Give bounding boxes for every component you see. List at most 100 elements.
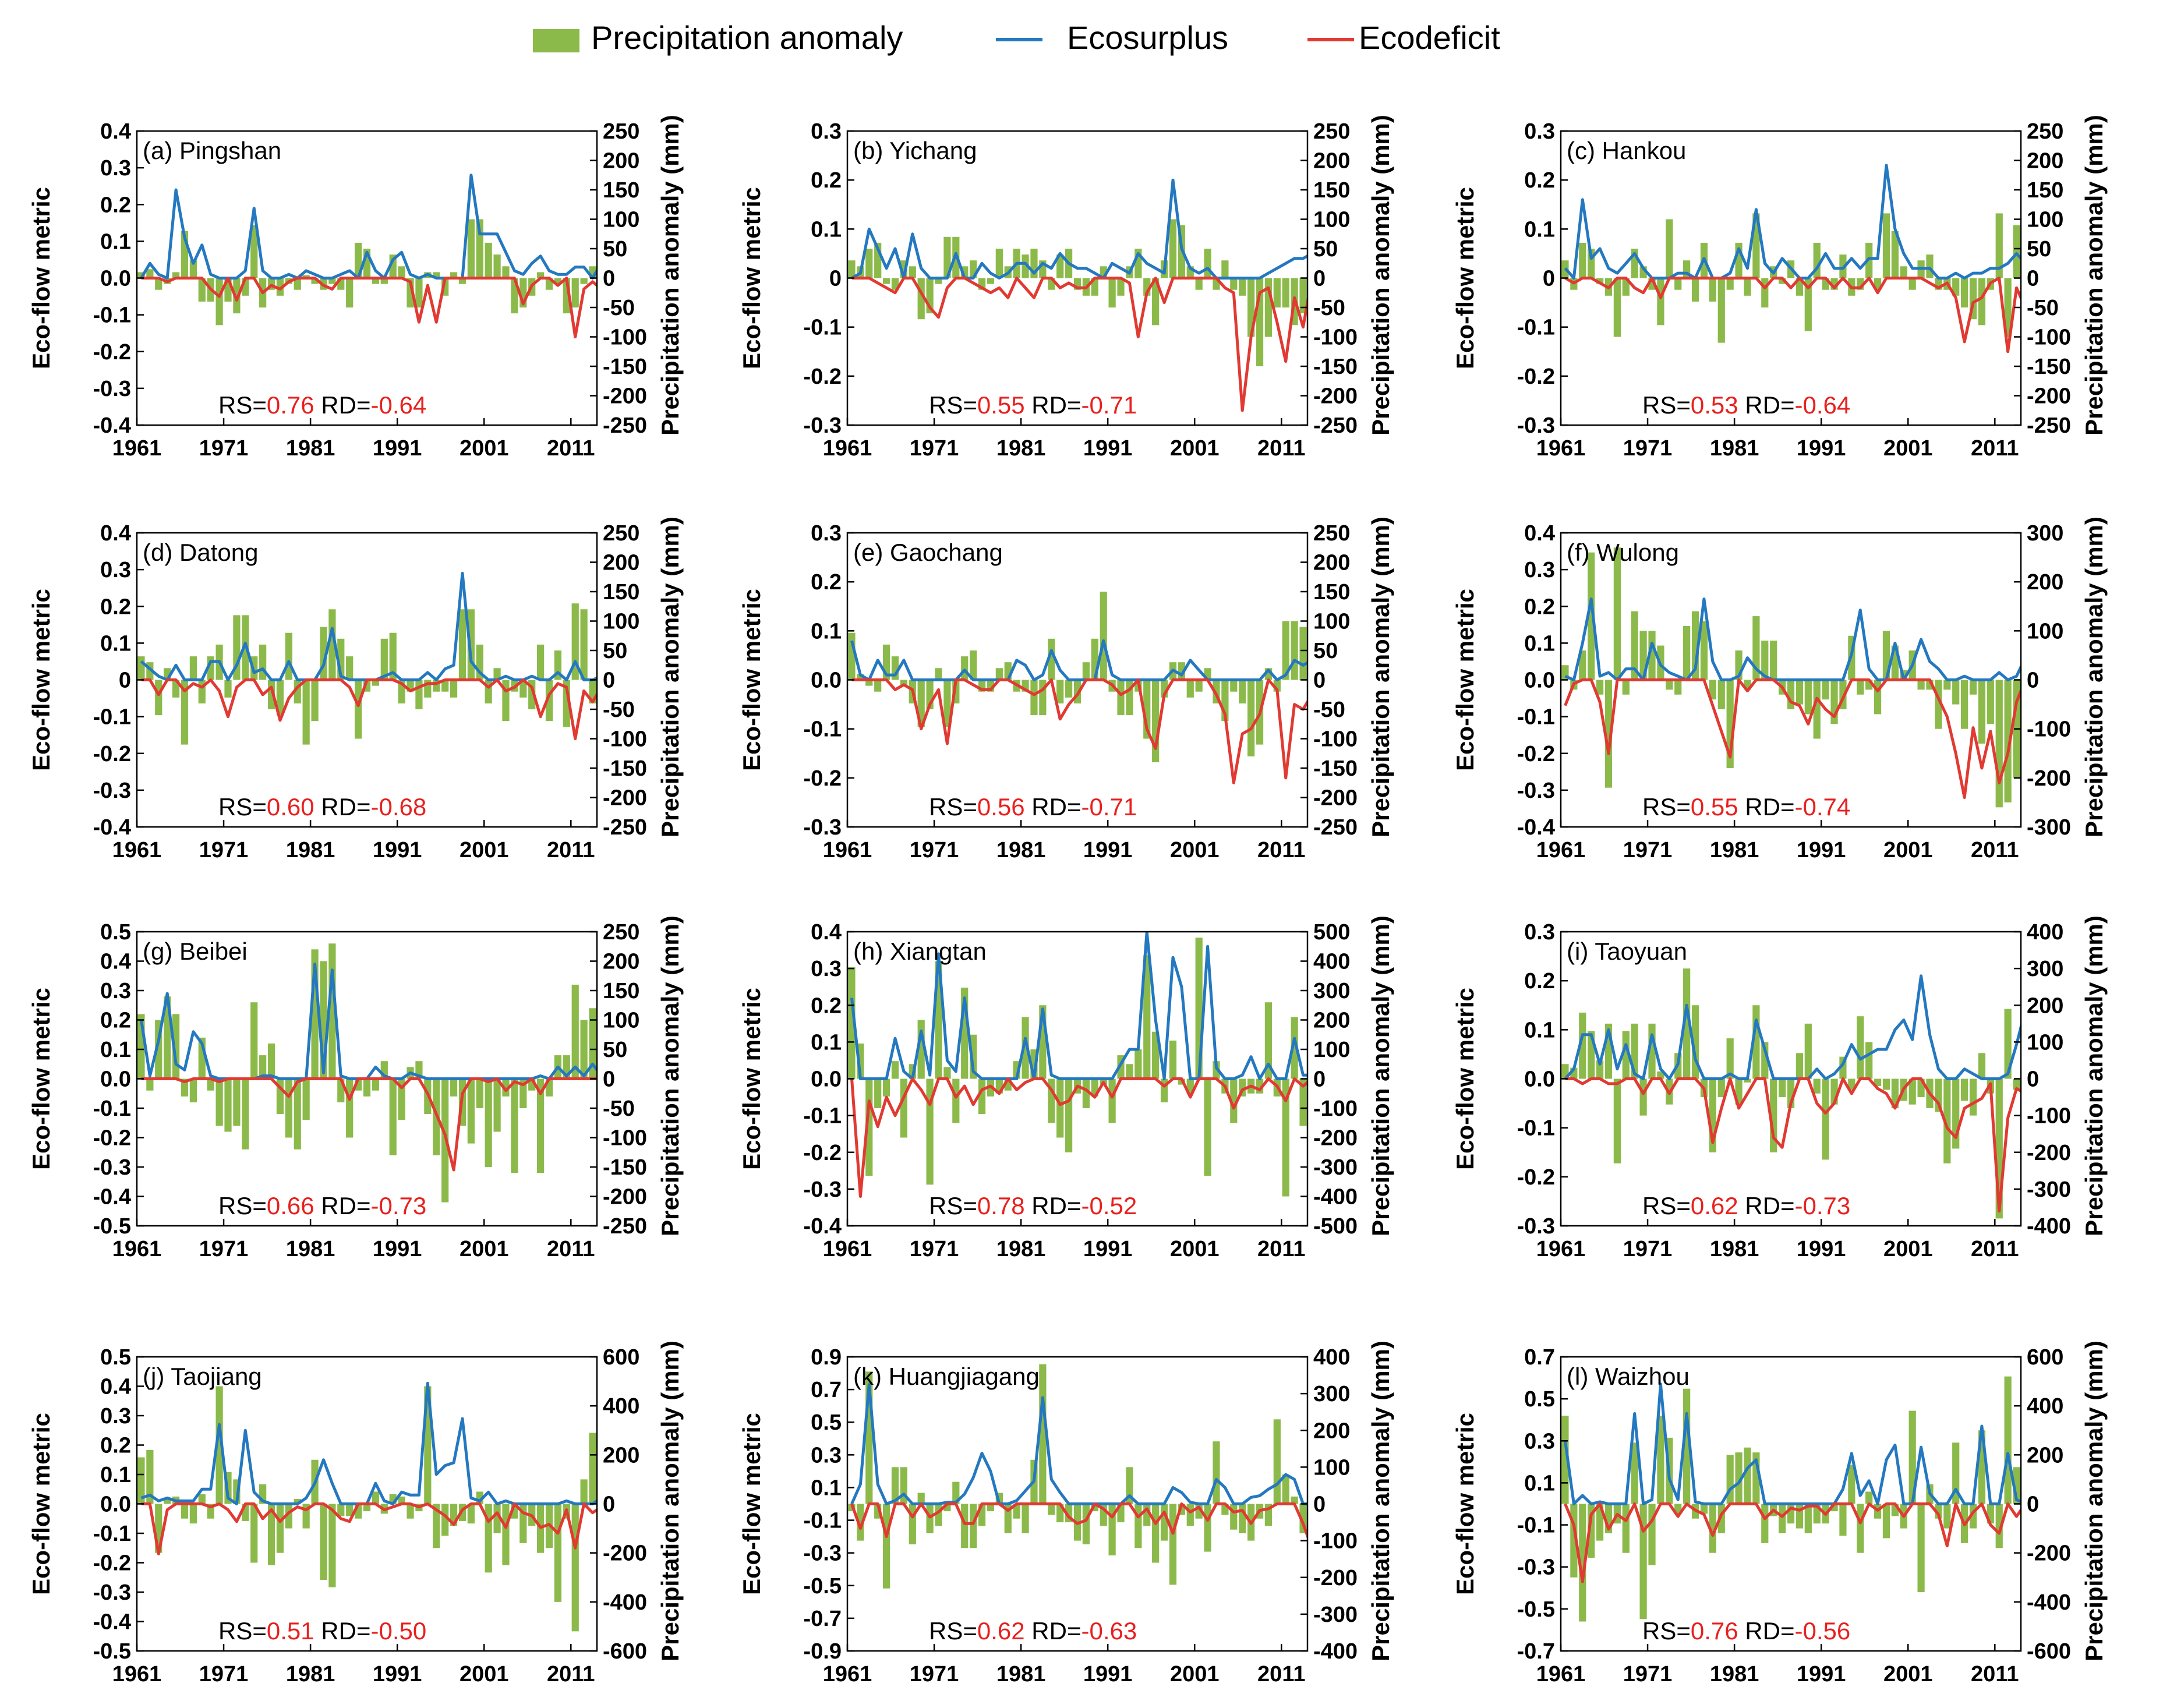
- ytick-right-label: 400: [2027, 1394, 2063, 1419]
- ecosurplus-line: [140, 174, 597, 280]
- precip-bar: [1291, 621, 1298, 680]
- precip-bar: [380, 278, 388, 284]
- precip-bar: [1917, 1504, 1925, 1592]
- ytick-right-label: 200: [603, 551, 639, 575]
- ytick-right-label: 200: [603, 950, 639, 974]
- ytick-right-label: -100: [1313, 1529, 1358, 1554]
- precip-bar: [1082, 1078, 1090, 1108]
- stat-value: 0.55: [1691, 793, 1738, 821]
- precip-bar: [2004, 680, 2012, 802]
- xtick-label: 2011: [1971, 838, 2019, 862]
- precip-bar: [1004, 1504, 1012, 1533]
- precip-bar: [1639, 1504, 1647, 1619]
- ytick-right-label: -150: [603, 756, 647, 781]
- precip-bar: [1857, 680, 1864, 695]
- ytick-left-label: -0.1: [804, 717, 842, 742]
- precip-bar: [1631, 1442, 1638, 1504]
- precip-bar: [1596, 278, 1604, 284]
- stat-key: RD=: [1738, 793, 1795, 821]
- stat-value: -0.71: [1081, 391, 1137, 419]
- ylabel-left: Eco-flow metric: [1451, 1413, 1479, 1595]
- xtick-label: 1981: [996, 838, 1046, 862]
- precip-bar: [1882, 1504, 1890, 1539]
- ytick-right-label: -50: [2027, 296, 2059, 320]
- precip-bar: [1804, 1504, 1812, 1533]
- ytick-right-label: -400: [2027, 1214, 2071, 1239]
- xtick-label: 1971: [910, 1237, 959, 1261]
- precip-bar: [1674, 680, 1682, 695]
- stat-key: RS=: [929, 1192, 977, 1219]
- panel-l: 0.7 0.5 0.3 0.1 -0.1 -0.3 -0.5 -0.7 600 400 200 0 -2…: [1451, 1341, 2108, 1686]
- xtick-label: 2011: [547, 1237, 595, 1261]
- precip-bar: [1978, 1053, 1986, 1079]
- precip-bar: [302, 275, 310, 278]
- precip-bar: [467, 1078, 475, 1144]
- legend-label-precipitation: Precipitation anomaly: [591, 19, 903, 56]
- precip-bar: [580, 609, 588, 680]
- precip-bar: [1917, 680, 1925, 690]
- ecosurplus-line: [850, 1383, 1307, 1505]
- stat-value: -0.71: [1081, 793, 1137, 821]
- xtick-label: 1971: [1623, 838, 1673, 862]
- ytick-left-label: -0.1: [93, 705, 131, 730]
- precip-bar: [2004, 1009, 2012, 1079]
- stat-value: -0.68: [370, 793, 426, 821]
- precip-bar: [1709, 1504, 1716, 1553]
- ytick-right-label: 0: [2027, 1493, 2039, 1517]
- stat-value: 0.62: [1691, 1192, 1738, 1219]
- ytick-right-label: -300: [2027, 815, 2071, 840]
- ytick-right-label: -400: [1313, 1185, 1358, 1210]
- precip-bar: [1604, 680, 1613, 788]
- ytick-left-label: -0.1: [1517, 1116, 1555, 1141]
- ytick-left-label: 0.2: [811, 168, 842, 193]
- ytick-right-label: 100: [603, 1009, 639, 1033]
- ytick-left-label: -0.2: [1517, 1165, 1555, 1190]
- xtick-label: 1971: [1623, 436, 1673, 461]
- panel-b: 0.3 0.2 0.1 0 -0.1 -0.2 -0.3 250 200 150 100 50 0 -50…: [738, 115, 1394, 461]
- ytick-left-label: -0.2: [93, 1551, 131, 1576]
- ytick-right-label: -150: [2027, 355, 2071, 379]
- precip-bar: [970, 650, 977, 680]
- precip-bar: [1152, 1504, 1160, 1563]
- precip-bar: [398, 266, 405, 278]
- ytick-left-label: -0.5: [804, 1574, 842, 1599]
- ytick-left-label: 0.3: [1524, 920, 1555, 945]
- precip-bar: [458, 278, 466, 284]
- precip-bar: [882, 1504, 890, 1589]
- ecodeficit-line: [1564, 277, 2021, 353]
- precip-bar: [1213, 1441, 1220, 1504]
- precip-bar: [1744, 1447, 1751, 1504]
- precip-bar: [276, 1504, 284, 1553]
- stat-key: RD=: [1025, 1617, 1082, 1645]
- precip-bar: [882, 1078, 890, 1097]
- precip-bar: [1848, 1078, 1855, 1090]
- ytick-left-label: -0.3: [93, 377, 131, 401]
- precip-bar: [1874, 1078, 1882, 1087]
- ytick-right-label: 400: [603, 1394, 639, 1419]
- precip-bar: [493, 254, 501, 278]
- ytick-left-label: -0.2: [804, 1141, 842, 1165]
- precip-bar: [198, 1494, 206, 1504]
- xtick-label: 1961: [823, 436, 872, 461]
- ytick-left-label: -0.5: [1517, 1597, 1555, 1622]
- ytick-right-label: -150: [1313, 355, 1358, 379]
- xtick-label: 2011: [547, 436, 595, 461]
- ytick-right-label: -100: [1313, 1097, 1358, 1121]
- precip-bar: [1282, 621, 1289, 680]
- precip-bar: [1961, 278, 1968, 307]
- precip-bar: [146, 1078, 154, 1091]
- ytick-right-label: 50: [603, 1038, 627, 1062]
- ytick-left-label: -0.2: [1517, 742, 1555, 766]
- ecosurplus-line: [140, 1381, 597, 1505]
- xtick-label: 1991: [1083, 838, 1133, 862]
- xtick-label: 1971: [910, 838, 959, 862]
- precip-bar: [1839, 1504, 1847, 1536]
- precip-bar: [848, 967, 856, 1079]
- ytick-right-label: -150: [603, 355, 647, 379]
- panel-title: (c) Hankou: [1567, 137, 1686, 164]
- ytick-left-label: 0.4: [100, 119, 131, 144]
- precip-bar: [987, 278, 995, 284]
- stat-value: -0.64: [1794, 391, 1850, 419]
- xtick-label: 1981: [996, 436, 1046, 461]
- xtick-label: 1971: [199, 1237, 249, 1261]
